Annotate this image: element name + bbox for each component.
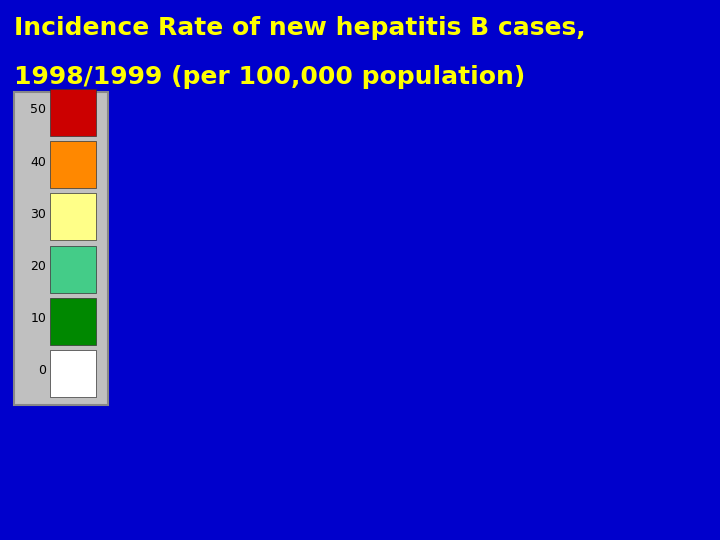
Text: 1998/1999 (per 100,000 population): 1998/1999 (per 100,000 population) [14,65,525,89]
Text: 0: 0 [38,364,46,377]
Text: 30: 30 [30,208,46,221]
Text: 20: 20 [30,260,46,273]
Bar [50,141,96,188]
Text: 40: 40 [30,156,46,168]
Bar [50,298,96,345]
Bar [50,350,96,397]
Bar [50,193,96,240]
Bar [50,246,96,293]
Text: 50: 50 [30,103,46,116]
Text: Incidence Rate of new hepatitis B cases,: Incidence Rate of new hepatitis B cases, [14,16,585,40]
Bar [50,89,96,136]
Text: 10: 10 [30,312,46,325]
FancyBboxPatch shape [14,92,108,405]
